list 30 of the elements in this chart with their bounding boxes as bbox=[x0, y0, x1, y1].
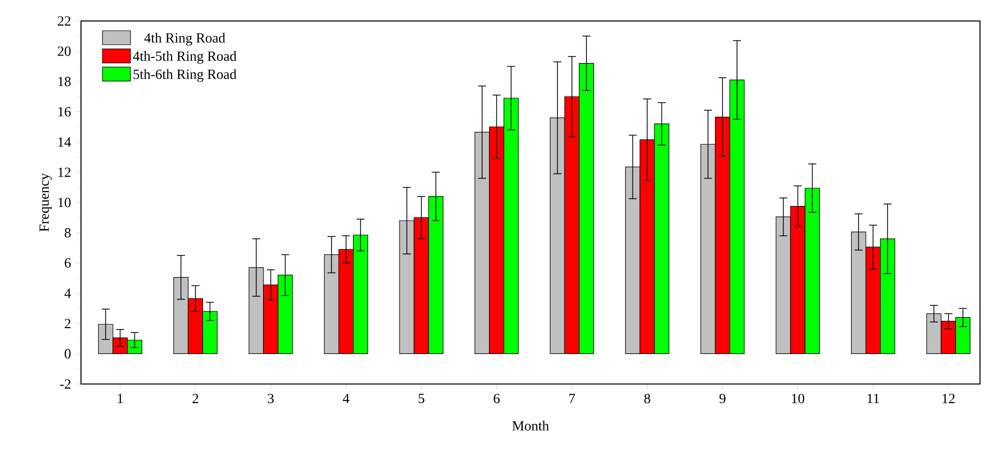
x-tick-label: 12 bbox=[942, 394, 955, 404]
y-tick-label: 16 bbox=[58, 107, 71, 116]
x-tick-label: 8 bbox=[644, 394, 650, 404]
y-tick-label: 14 bbox=[58, 137, 71, 147]
x-tick-label: 1 bbox=[118, 394, 123, 404]
x-tick-label: 9 bbox=[719, 394, 726, 404]
y-tick-label: 0 bbox=[64, 349, 71, 358]
y-tick-label: 20 bbox=[58, 46, 71, 56]
y-tick-label: 22 bbox=[58, 16, 70, 26]
y-tick-label: 18 bbox=[58, 76, 71, 86]
y-tick-label: 12 bbox=[58, 168, 70, 177]
legend-label: 4th-5th Ring Road bbox=[133, 51, 236, 64]
y-tick-label: 4 bbox=[64, 288, 71, 298]
x-tick-label: 3 bbox=[268, 394, 274, 404]
x-tick-label: 5 bbox=[418, 394, 424, 404]
x-axis-title: Month bbox=[512, 420, 549, 431]
y-tick-label: -2 bbox=[60, 379, 70, 389]
y-tick-label: 10 bbox=[58, 198, 71, 208]
y-tick-label: 2 bbox=[64, 318, 70, 328]
x-tick-label: 6 bbox=[494, 394, 500, 404]
x-tick-label: 10 bbox=[792, 394, 804, 404]
x-tick-label: 11 bbox=[868, 394, 879, 404]
x-tick-label: 4 bbox=[342, 394, 350, 404]
y-tick-label: 8 bbox=[64, 228, 71, 238]
x-tick-label: 2 bbox=[192, 394, 198, 404]
y-tick-label: 6 bbox=[64, 258, 71, 268]
x-tick-label: 7 bbox=[569, 394, 576, 403]
legend-label: 4th Ring Road bbox=[144, 32, 226, 46]
y-axis-title: Frequency bbox=[40, 173, 52, 232]
legend-label: 5th-6th Ring Road bbox=[134, 69, 236, 82]
